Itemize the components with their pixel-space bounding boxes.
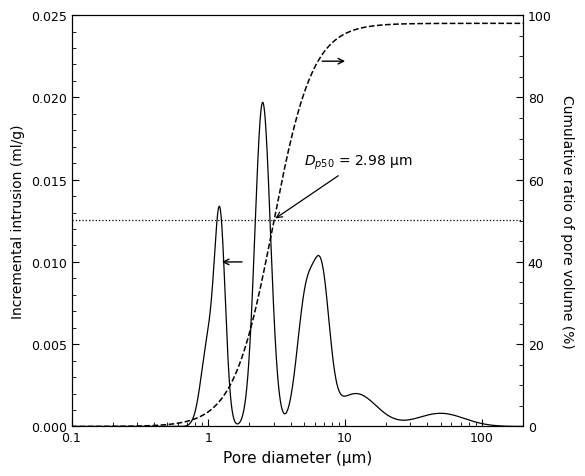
Text: $D_{p50}$ = 2.98 μm: $D_{p50}$ = 2.98 μm xyxy=(277,154,412,218)
X-axis label: Pore diameter (μm): Pore diameter (μm) xyxy=(223,450,372,465)
Y-axis label: Incremental intrusion (ml/g): Incremental intrusion (ml/g) xyxy=(11,124,25,318)
Y-axis label: Cumulative ratio of pore volume (%): Cumulative ratio of pore volume (%) xyxy=(560,95,574,348)
